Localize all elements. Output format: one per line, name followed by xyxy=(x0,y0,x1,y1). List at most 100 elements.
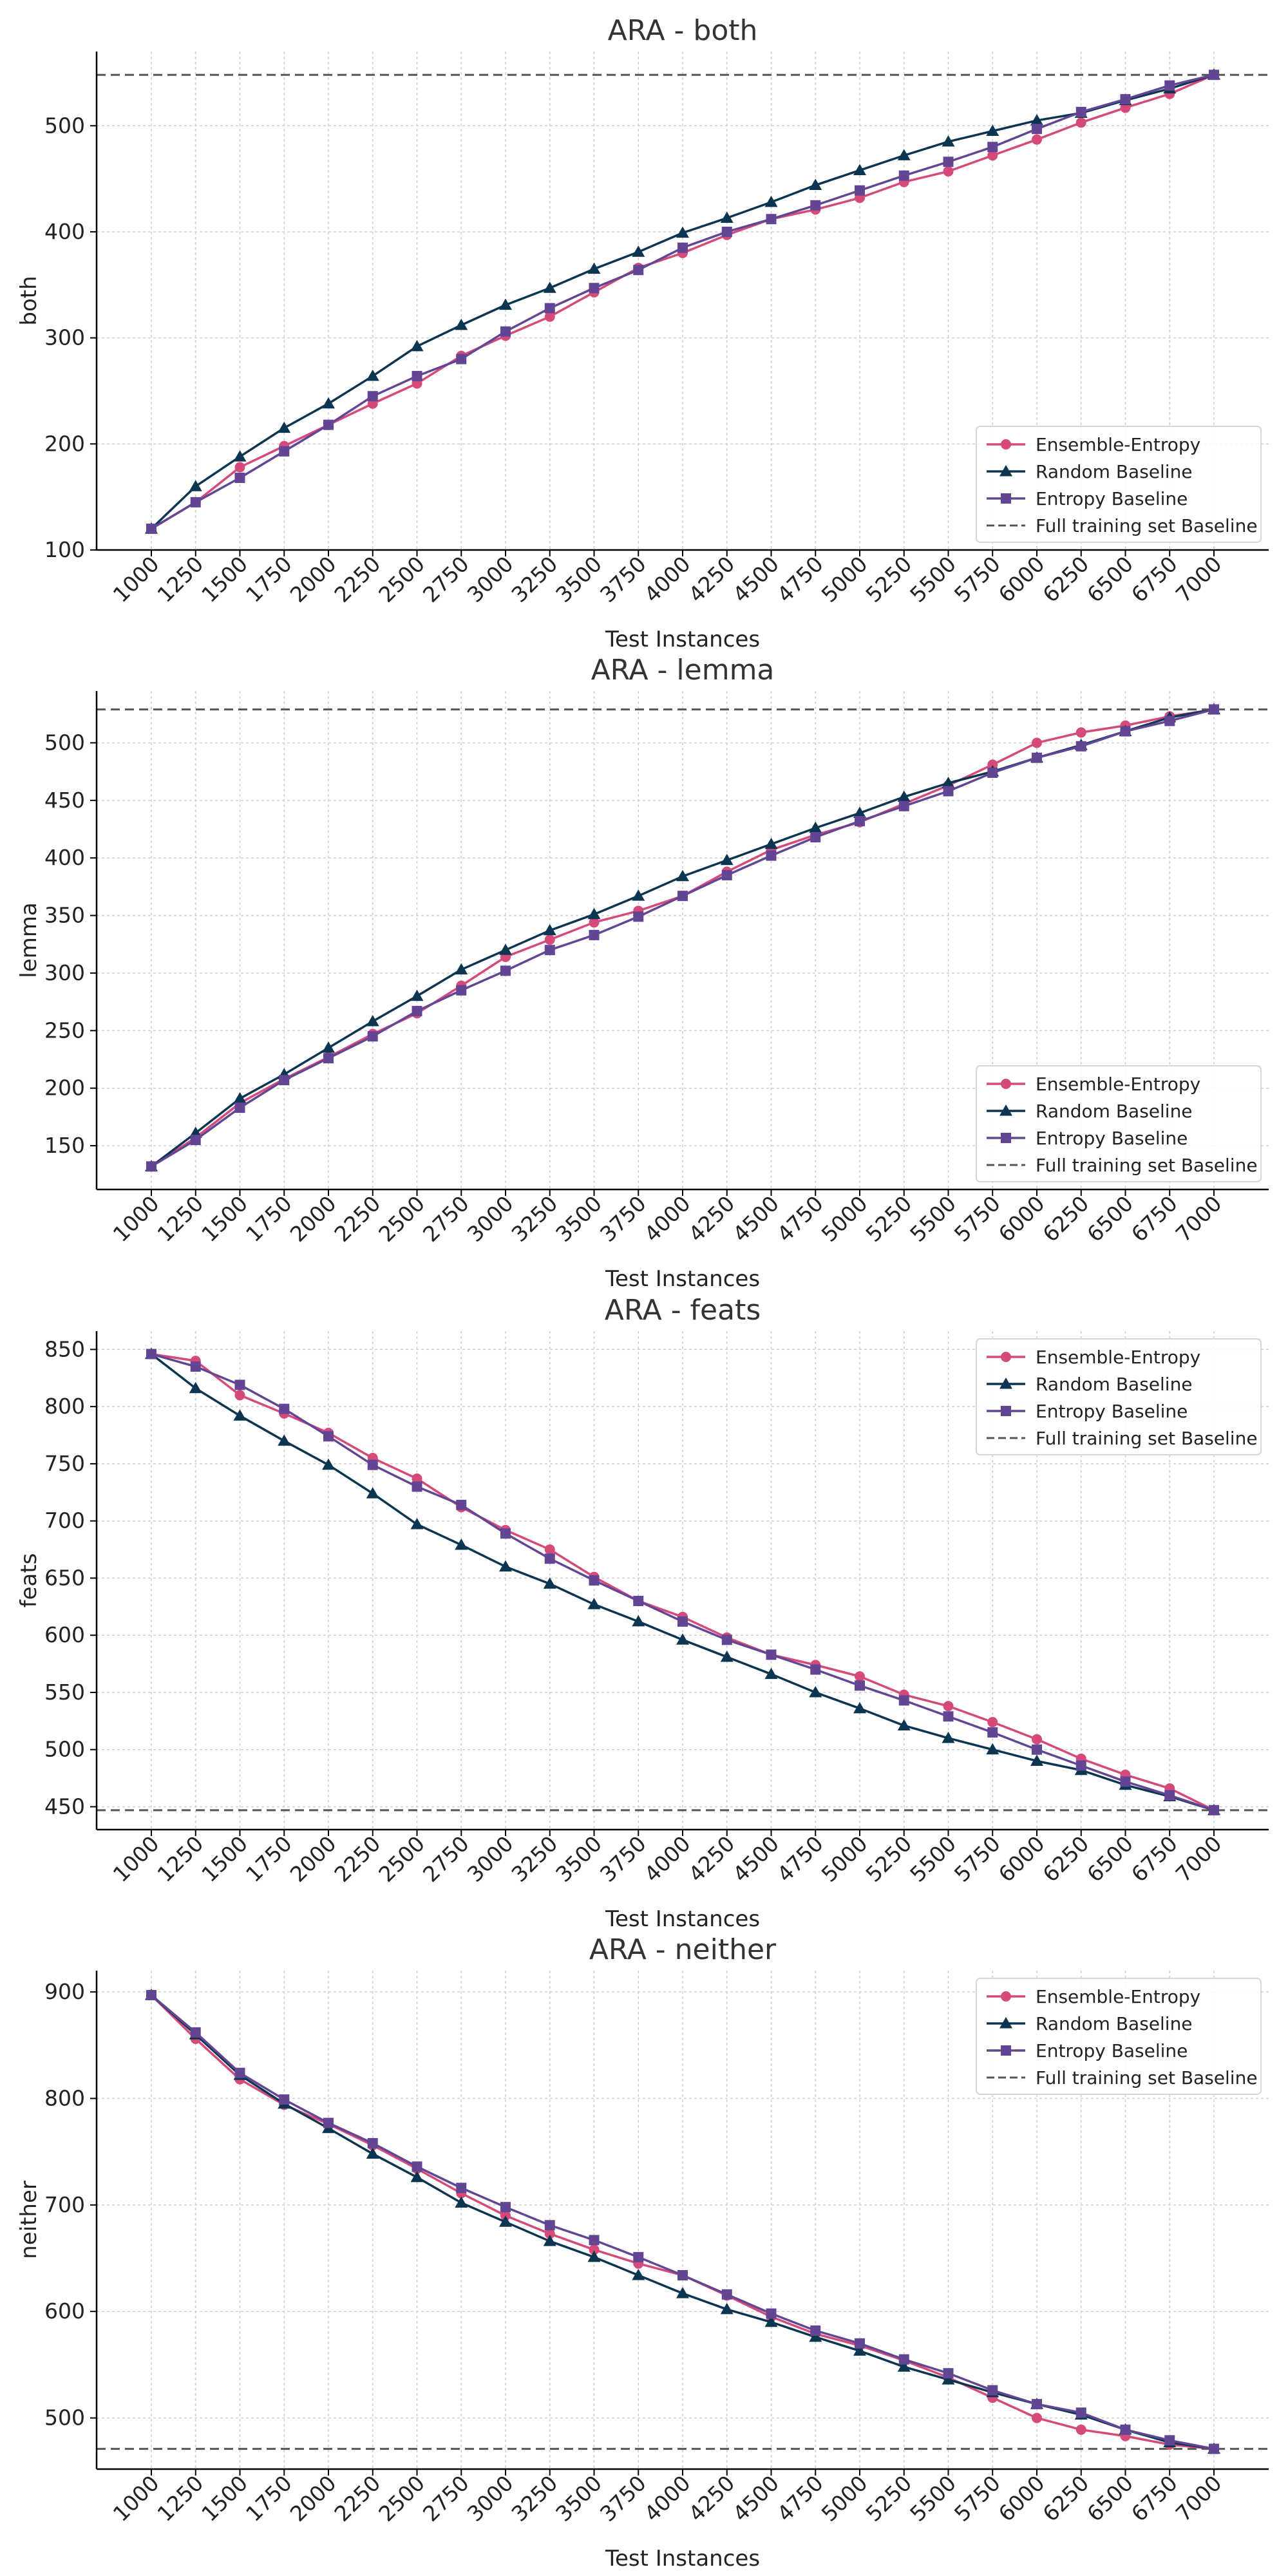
x-tick-label: 4250 xyxy=(683,2470,739,2526)
x-tick-label: 3750 xyxy=(595,551,651,607)
data-point-random xyxy=(1030,114,1043,126)
data-point-entropy xyxy=(1032,2399,1042,2410)
data-point-random xyxy=(233,1409,247,1421)
data-point-entropy xyxy=(855,2338,865,2349)
x-tick-label: 2000 xyxy=(285,1191,341,1247)
y-tick-label: 450 xyxy=(44,1794,85,1819)
x-tick-label: 1750 xyxy=(241,1191,297,1247)
data-point-entropy xyxy=(279,2094,290,2105)
y-tick-label: 100 xyxy=(44,537,85,562)
data-point-random xyxy=(455,963,468,975)
data-point-random xyxy=(942,1731,955,1743)
legend-box xyxy=(976,1978,1262,2095)
x-tick-label: 6000 xyxy=(994,1831,1050,1887)
data-point-random xyxy=(897,149,911,160)
data-point-entropy xyxy=(943,156,954,167)
chart-title: ARA - neither xyxy=(589,1933,777,1966)
x-tick-label: 5750 xyxy=(949,2470,1005,2526)
x-tick-label: 2000 xyxy=(285,2470,341,2526)
data-point-entropy xyxy=(367,1031,378,1042)
data-point-random xyxy=(632,2269,645,2280)
legend: Ensemble-Entropy Random Baseline Entropy B… xyxy=(976,426,1262,543)
data-point-random xyxy=(189,1381,202,1394)
legend-swatch-marker xyxy=(1001,2045,1011,2056)
data-point-random xyxy=(986,124,999,137)
legend-label: Random Baseline xyxy=(1036,2013,1193,2034)
data-point-entropy xyxy=(943,1711,954,1722)
data-point-entropy xyxy=(456,2183,467,2193)
chart-panel-1: ARA - both 100 200 300 400 500 100012501500175… xyxy=(16,14,1269,652)
data-point-entropy xyxy=(190,1361,201,1372)
x-tick-label: 2250 xyxy=(329,2470,385,2526)
data-point-ensemble xyxy=(1075,2424,1086,2435)
x-tick-label: 7000 xyxy=(1171,1191,1227,1247)
data-point-ensemble xyxy=(987,150,998,161)
legend-label: Ensemble-Entropy xyxy=(1036,1074,1200,1095)
data-point-ensemble xyxy=(943,166,954,177)
x-tick-label: 4250 xyxy=(683,1191,739,1247)
data-point-entropy xyxy=(1209,2443,1219,2454)
data-point-entropy xyxy=(633,911,644,922)
data-point-entropy xyxy=(1209,1804,1219,1815)
y-tick-label: 550 xyxy=(44,1680,85,1705)
chart-title: ARA - feats xyxy=(605,1294,761,1327)
x-tick-label: 1750 xyxy=(241,2470,297,2526)
data-point-random xyxy=(853,164,866,175)
data-point-entropy xyxy=(766,214,777,225)
legend-label: Entropy Baseline xyxy=(1036,1401,1188,1422)
data-point-entropy xyxy=(323,419,334,430)
data-point-random xyxy=(499,2215,512,2227)
x-tick-label: 1500 xyxy=(196,2470,252,2526)
data-point-random xyxy=(809,821,822,833)
x-tick-label: 6750 xyxy=(1126,1831,1182,1887)
chart-panel-3: ARA - feats 450 500 550 600 650 700 750 800 850 10… xyxy=(16,1294,1269,1932)
x-tick-label: 1000 xyxy=(108,1831,164,1887)
x-tick-label: 3750 xyxy=(595,2470,651,2526)
data-point-ensemble xyxy=(943,1701,954,1712)
data-point-random xyxy=(278,421,291,433)
data-point-ensemble xyxy=(1032,2412,1042,2423)
x-tick-label: 4750 xyxy=(772,551,828,607)
x-tick-label: 6500 xyxy=(1082,551,1138,607)
data-point-random xyxy=(587,262,601,274)
data-point-entropy xyxy=(898,170,909,181)
x-tick-label: 5750 xyxy=(949,1831,1005,1887)
data-point-entropy xyxy=(677,242,688,253)
x-tick-label: 5250 xyxy=(860,551,916,607)
data-point-random xyxy=(809,178,822,190)
data-point-entropy xyxy=(1075,1760,1086,1771)
data-point-entropy xyxy=(190,2027,201,2038)
legend-label: Random Baseline xyxy=(1036,461,1193,482)
data-point-random xyxy=(764,2315,778,2327)
legend-swatch-marker xyxy=(1001,1991,1011,2002)
data-point-random xyxy=(366,369,379,381)
x-tick-label: 4500 xyxy=(728,1831,784,1887)
x-tick-label: 1250 xyxy=(152,551,208,607)
data-point-entropy xyxy=(898,2354,909,2365)
data-point-entropy xyxy=(633,1595,644,1606)
data-point-random xyxy=(233,450,247,462)
data-point-random xyxy=(942,777,955,788)
chart-panel-4: ARA - neither 500 600 700 800 900 100012501500… xyxy=(16,1933,1269,2571)
x-tick-label: 3250 xyxy=(506,1191,562,1247)
data-point-entropy xyxy=(677,2270,688,2280)
data-point-entropy xyxy=(898,1695,909,1706)
data-point-ensemble xyxy=(987,1717,998,1728)
x-tick-label: 1000 xyxy=(108,2470,164,2526)
y-axis-label: lemma xyxy=(16,902,42,978)
data-point-entropy xyxy=(943,2368,954,2379)
data-point-entropy xyxy=(234,2067,245,2078)
data-point-random xyxy=(366,1487,379,1499)
data-point-entropy xyxy=(544,945,555,956)
legend-label: Entropy Baseline xyxy=(1036,1128,1188,1149)
data-point-entropy xyxy=(323,1431,334,1442)
y-tick-label: 850 xyxy=(44,1336,85,1361)
data-point-ensemble xyxy=(1032,737,1042,748)
data-point-entropy xyxy=(1209,704,1219,715)
y-tick-label: 300 xyxy=(44,325,85,350)
data-point-entropy xyxy=(1032,124,1042,135)
data-point-entropy xyxy=(766,1649,777,1660)
x-axis-label: Test Instances xyxy=(605,2546,760,2571)
data-point-entropy xyxy=(456,985,467,996)
